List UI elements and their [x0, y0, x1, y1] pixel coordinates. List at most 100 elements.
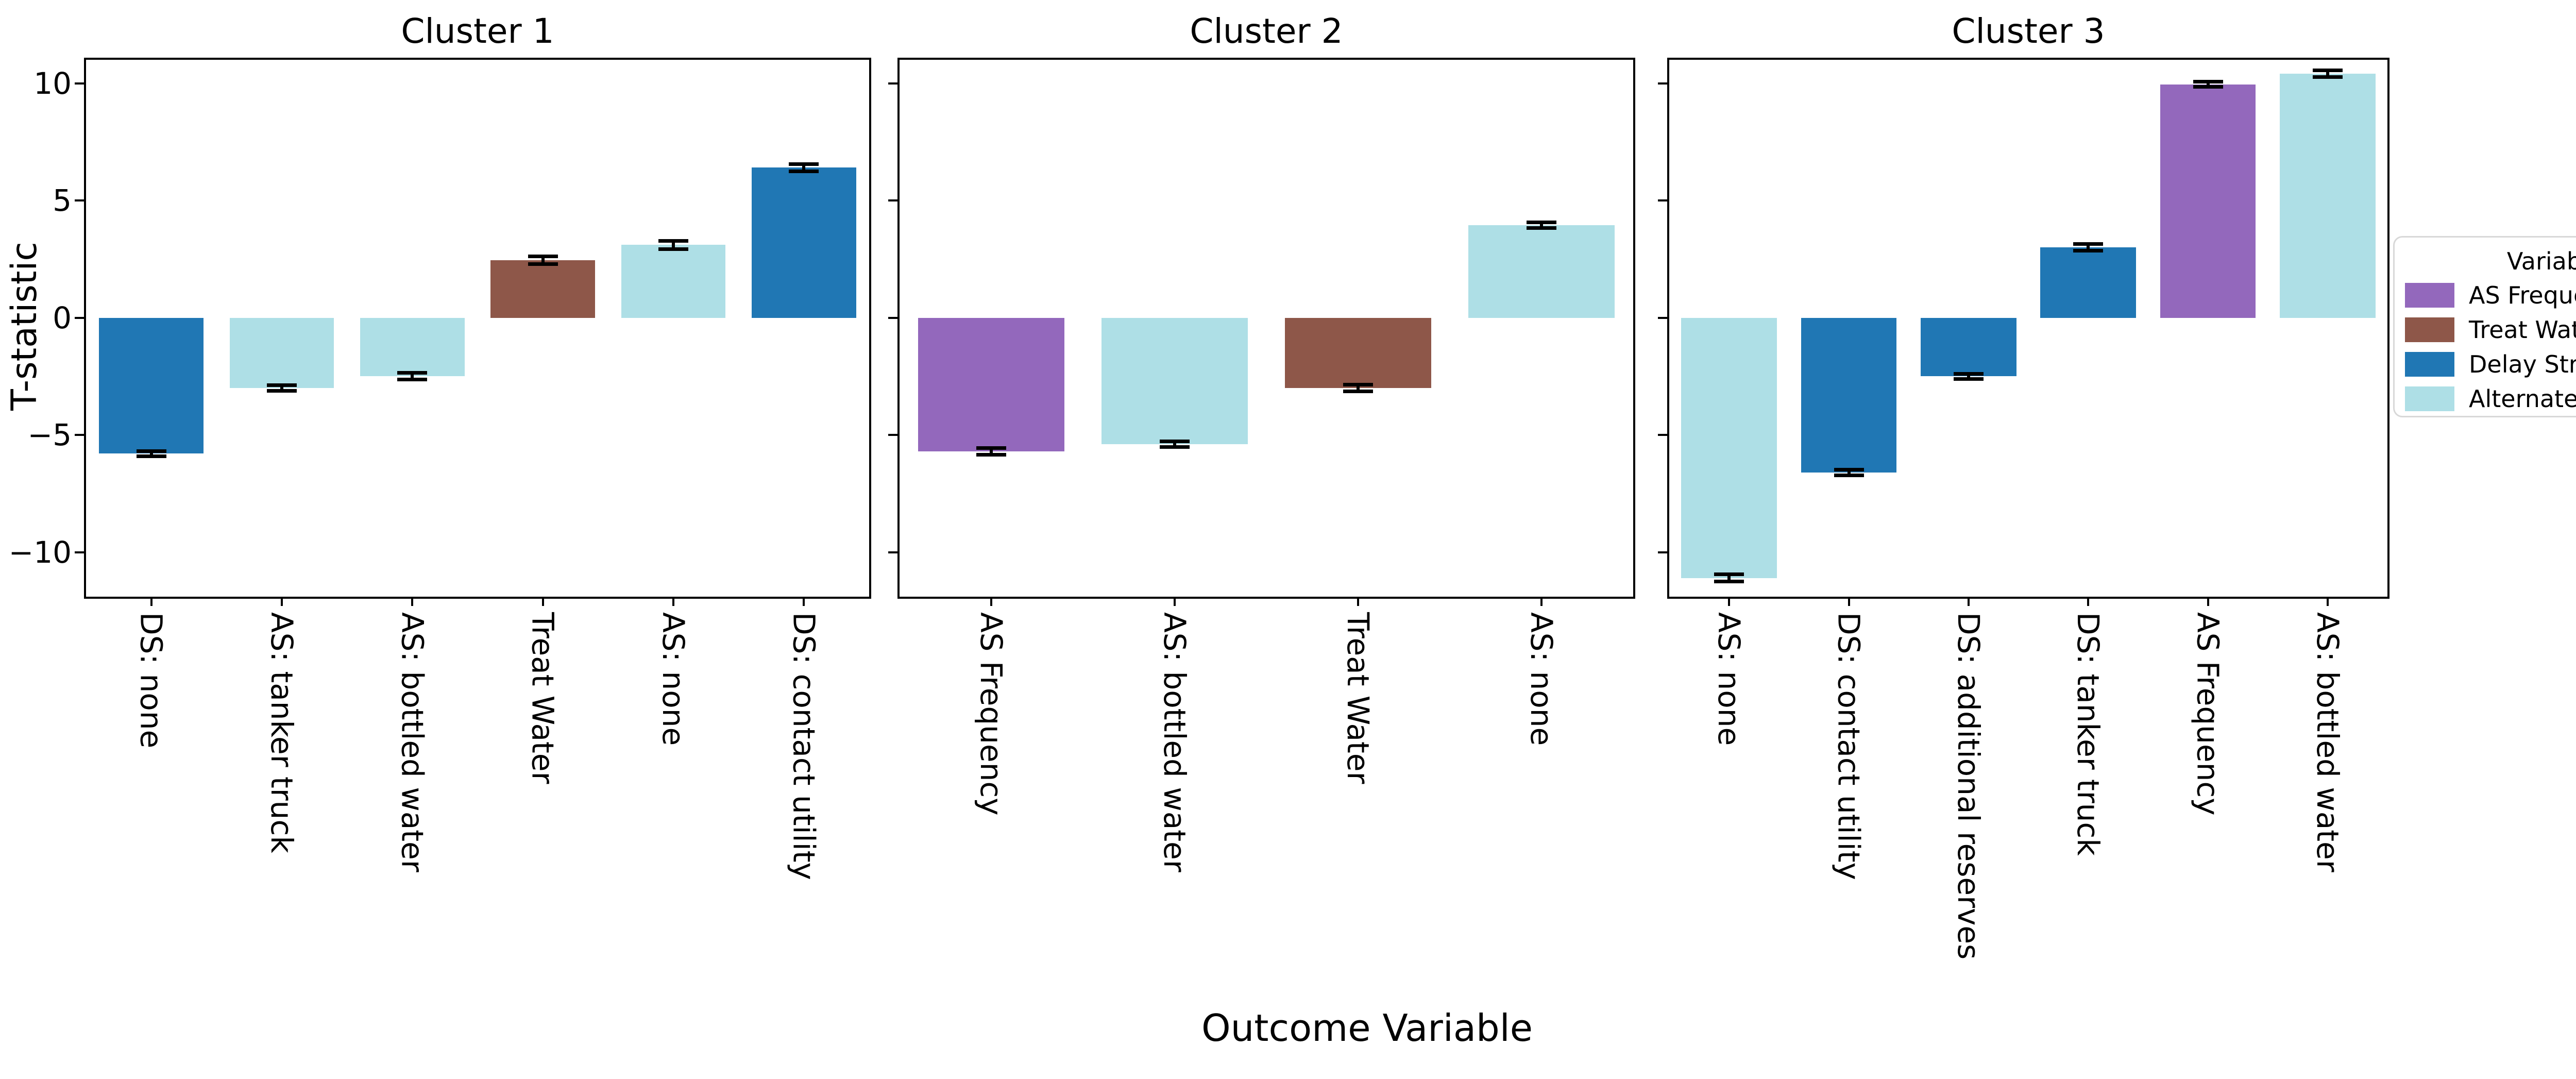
error-bar — [149, 450, 153, 457]
error-bar-cap-top — [267, 383, 297, 387]
legend-rows: AS Frequency Treat Water Delay Strategy (D… — [2405, 278, 2576, 416]
error-bar — [541, 256, 545, 264]
x-tick — [1540, 597, 1543, 606]
y-tick — [75, 316, 84, 319]
x-tick — [2207, 597, 2209, 606]
error-bar-cap-top — [789, 162, 819, 166]
error-bar — [802, 164, 806, 172]
x-tick-label: AS: none — [656, 612, 691, 746]
legend-entry-label: Treat Water — [2469, 315, 2576, 344]
error-bar — [672, 241, 675, 249]
error-bar-cap-top — [397, 371, 428, 375]
error-bar-cap-top — [1527, 220, 1556, 224]
bar-ds-additional-reserves — [1920, 317, 2016, 377]
error-bar — [2326, 70, 2329, 78]
error-bar-cap-bottom — [528, 262, 558, 266]
error-bar — [1967, 373, 1970, 379]
error-bar — [990, 448, 993, 455]
x-tick-label: DS: tanker truck — [2071, 612, 2106, 856]
x-tick — [2087, 597, 2090, 606]
x-tick-label: AS: none — [1711, 612, 1747, 746]
x-tick — [672, 597, 674, 606]
bar-as-bottled-water — [2279, 74, 2376, 318]
y-tick — [888, 199, 897, 201]
bar-as-frequency — [918, 317, 1065, 451]
bar-as-none — [1681, 317, 1777, 578]
error-bar — [1173, 441, 1176, 448]
bar-as-frequency — [2160, 84, 2256, 318]
bar-ds-tanker-truck — [2040, 247, 2137, 318]
y-tick-label: −5 — [27, 417, 72, 453]
x-tick — [990, 597, 992, 606]
bar-treat-water — [490, 260, 595, 318]
legend-swatch-icon — [2405, 386, 2454, 411]
x-tick-label: DS: contact utility — [786, 612, 822, 880]
error-bar-cap-top — [2193, 80, 2223, 84]
error-bar — [280, 384, 283, 392]
x-tick — [803, 597, 805, 606]
error-bar-cap-top — [1160, 440, 1190, 444]
x-tick-label: AS Frequency — [2190, 612, 2226, 816]
error-bar-cap-bottom — [397, 378, 428, 382]
error-bar-cap-bottom — [2312, 75, 2343, 79]
error-bar-cap-bottom — [976, 452, 1006, 457]
error-bar-cap-bottom — [1527, 226, 1556, 230]
y-tick-label: −10 — [8, 534, 72, 570]
subplot-cluster-3: Cluster 3 AS: none DS: contact utility DS: … — [1658, 11, 2389, 959]
y-tick — [888, 434, 897, 436]
error-bar — [1847, 469, 1851, 476]
error-bar-cap-top — [1714, 572, 1744, 577]
error-bar — [411, 373, 414, 380]
error-bar-cap-bottom — [1160, 445, 1190, 449]
legend-entry: Delay Strategy (DS) — [2405, 347, 2576, 381]
bar-as-none — [1468, 225, 1615, 318]
y-tick — [1658, 551, 1667, 553]
bar-as-bottled-water — [360, 317, 465, 377]
x-tick-label: Treat Water — [1341, 612, 1376, 784]
x-tick-label: Treat Water — [525, 612, 561, 784]
x-tick — [1174, 597, 1176, 606]
x-tick — [2326, 597, 2329, 606]
x-tick-label: AS: bottled water — [1157, 612, 1192, 872]
error-bar-cap-bottom — [2193, 85, 2223, 89]
y-tick — [75, 82, 84, 85]
error-bar-cap-bottom — [1834, 473, 1864, 477]
x-tick-label: AS: tanker truck — [264, 612, 299, 853]
y-tick — [888, 316, 897, 319]
error-bar — [1357, 384, 1360, 392]
legend-swatch-icon — [2405, 351, 2454, 377]
x-tick-label: AS: bottled water — [2310, 612, 2345, 872]
legend-entry-label: Alternate Source (AS) — [2469, 384, 2576, 413]
error-bar-cap-bottom — [789, 169, 819, 173]
x-tick — [541, 597, 544, 606]
bar-ds-contact-utility — [1801, 317, 1897, 473]
error-bar-cap-top — [1834, 467, 1864, 471]
error-bar-cap-bottom — [1953, 377, 1984, 381]
error-bar-cap-top — [1953, 372, 1984, 376]
legend-entry-label: Delay Strategy (DS) — [2469, 350, 2576, 378]
error-bar-cap-bottom — [1343, 389, 1373, 393]
subplot-title: Cluster 3 — [1952, 11, 2105, 51]
x-tick-label: AS: none — [1524, 612, 1559, 746]
x-tick — [1967, 597, 1970, 606]
error-bar — [1540, 222, 1543, 228]
y-tick — [75, 434, 84, 436]
y-tick — [1658, 199, 1667, 201]
legend-entry: Treat Water — [2405, 312, 2576, 347]
legend: Variables AS Frequency Treat Water Delay S… — [2393, 236, 2576, 417]
subplot-title: Cluster 1 — [401, 11, 554, 51]
y-tick — [1658, 82, 1667, 85]
bar-ds-none — [99, 317, 204, 454]
y-tick — [75, 551, 84, 553]
x-tick-label: DS: none — [133, 612, 169, 749]
error-bar-cap-bottom — [658, 247, 688, 251]
error-bar-cap-bottom — [136, 454, 166, 459]
y-tick-label: 10 — [33, 65, 72, 101]
y-tick — [888, 551, 897, 553]
error-bar-cap-top — [528, 255, 558, 259]
bar-treat-water — [1284, 317, 1432, 389]
x-axis-label: Outcome Variable — [1201, 1006, 1533, 1050]
legend-swatch-icon — [2405, 282, 2454, 308]
legend-entry: AS Frequency — [2405, 278, 2576, 312]
